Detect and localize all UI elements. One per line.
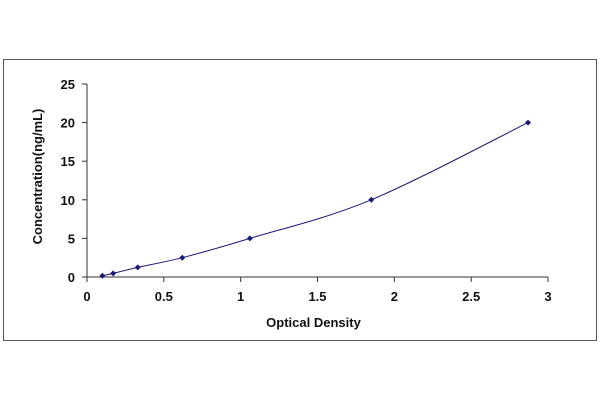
data-point: [246, 235, 253, 242]
x-tick-label: 3: [544, 289, 551, 304]
data-point: [99, 272, 106, 279]
data-point: [368, 196, 375, 203]
x-ticks: 0 0.5 1 1.5 2 2.5 3: [83, 277, 552, 304]
y-tick-label: 0: [68, 270, 75, 285]
fit-curve: [102, 122, 529, 277]
x-tick-label: 1.5: [308, 289, 326, 304]
data-point: [179, 254, 186, 261]
y-tick-label: 5: [68, 231, 75, 246]
chart-frame: [3, 59, 597, 341]
y-tick-label: 25: [61, 77, 75, 92]
y-tick-label: 15: [61, 154, 75, 169]
x-tick-label: 2: [391, 289, 398, 304]
x-tick-label: 0: [83, 289, 90, 304]
y-ticks: 0 5 10 15 20 25: [61, 77, 87, 285]
data-points: [99, 119, 532, 279]
y-axis-title: Concentration(ng/mL): [30, 109, 45, 245]
data-point: [134, 264, 141, 271]
y-tick-label: 20: [61, 116, 75, 131]
x-tick-label: 1: [237, 289, 244, 304]
axes: [86, 84, 548, 278]
data-point: [110, 270, 117, 277]
y-tick-label: 10: [61, 193, 75, 208]
x-tick-label: 0.5: [155, 289, 173, 304]
data-point: [525, 119, 532, 126]
x-axis-title: Optical Density: [266, 315, 361, 330]
x-tick-label: 2.5: [462, 289, 480, 304]
